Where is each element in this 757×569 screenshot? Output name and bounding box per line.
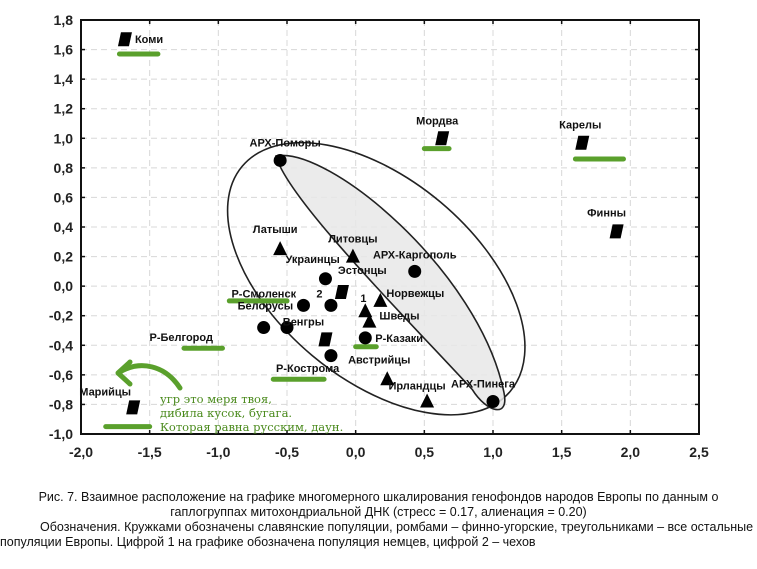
triangle-marker [345,248,360,263]
point-label: Мордва [416,115,459,127]
point-label: Австрийцы [348,354,410,366]
y-tick-label: 0,4 [54,219,74,235]
x-tick-label: -2,0 [69,444,93,460]
circle-marker [273,153,287,167]
point-label: Шведы [379,311,419,323]
point-label: Эстонцы [338,265,387,277]
point-label: Латыши [253,224,298,236]
annotation-line: угр это меря твоя, [160,392,272,406]
triangle-marker [358,303,373,318]
x-tick-label: 1,5 [552,444,572,460]
caption-title: Рис. 7. Взаимное расположение на графике… [38,490,719,519]
triangle-marker [420,393,435,408]
y-tick-label: 1,0 [54,130,74,146]
x-tick-label: 0,0 [346,444,366,460]
triangle-marker [373,292,388,307]
y-tick-label: 0,2 [54,249,74,265]
point-label: Венгры [283,316,324,328]
arrow-head-icon [115,359,133,387]
y-tick-label: 1,2 [54,101,74,117]
rhombus-marker [318,332,333,347]
number-label: 1 [360,293,366,305]
point-label: Белорусы [238,301,294,313]
x-tick-label: 2,0 [621,444,641,460]
circle-marker [280,321,294,335]
data-markers [117,32,624,415]
y-tick-label: -1,0 [49,426,73,442]
inner-cluster-ellipse [275,154,506,411]
rhombus-marker [435,131,450,146]
point-label: Коми [135,34,163,46]
rhombus-marker [126,400,141,415]
x-tick-label: -0,5 [275,444,299,460]
circle-marker [358,331,372,345]
point-label: Карелы [559,120,601,132]
cluster-ellipses [226,141,526,416]
x-tick-label: 2,5 [689,444,709,460]
x-tick-label: -1,5 [138,444,162,460]
point-label: Финны [587,207,626,219]
y-tick-label: -0,4 [49,337,73,353]
rhombus-marker [334,285,349,300]
rhombus-marker [575,135,590,150]
point-label: Р-Кострома [276,363,340,375]
annotation: угр это меря твоя,дибила кусок, бугага.К… [160,392,343,434]
rhombus-marker [117,32,132,47]
y-tick-label: 1,4 [54,71,74,87]
point-label: Р-Белгород [150,332,213,344]
point-label: Ирландцы [388,380,445,392]
rhombus-marker [609,224,624,239]
point-labels: АРХ-Поморы Украинцы АРХ-Каргополь Р-Смоленс… [79,34,626,398]
triangle-marker [273,241,288,256]
x-tick-label: -1,0 [206,444,230,460]
outer-cluster-ellipse [226,141,526,416]
circle-marker [318,272,332,286]
point-label: Р-Казаки [375,333,423,345]
y-tick-label: 0,6 [54,189,74,205]
y-tick-label: -0,2 [49,308,73,324]
plot-frame [80,19,700,435]
circle-marker [257,321,271,335]
number-label: 2 [316,289,322,301]
circle-marker [296,298,310,312]
figure-caption: Рис. 7. Взаимное расположение на графике… [0,490,757,550]
y-tick-label: -0,6 [49,367,73,383]
y-tick-label: 1,6 [54,42,74,58]
point-label: Украинцы [285,254,339,266]
x-tick-label: 0,5 [415,444,435,460]
point-label: АРХ-Поморы [250,137,321,149]
annotation-line: дибила кусок, бугага. [160,406,292,420]
circle-marker [324,298,338,312]
point-label: Норвежцы [386,288,444,300]
caption-legend: Обозначения. Кружками обозначены славянс… [0,520,754,549]
point-label: Марийцы [79,386,131,398]
point-label: Литовцы [328,234,377,246]
axes: -2,0 -1,5 -1,0 -0,5 0,0 0,5 1,0 1,5 2,0 2,5 1,8 1,6… [49,12,709,460]
point-label: АРХ-Пинега [451,378,516,390]
annotation-line: Которая равна русским, даун. [160,420,343,434]
circle-marker [324,349,338,363]
circle-marker [486,394,500,408]
green-highlight-strokes [103,51,626,430]
y-tick-label: 1,8 [54,12,74,28]
triangle-marker [362,313,377,328]
circle-marker [408,264,422,278]
x-tick-label: 1,0 [483,444,503,460]
y-tick-label: 0,8 [54,160,74,176]
mds-scatter-chart: АРХ-Поморы Украинцы АРХ-Каргополь Р-Смоленс… [49,12,709,460]
triangle-marker [380,371,395,386]
point-label: АРХ-Каргополь [373,249,457,261]
point-label: Р-Смоленск [231,288,296,300]
y-tick-label: -0,8 [49,396,73,412]
y-tick-label: 0,0 [54,278,74,294]
